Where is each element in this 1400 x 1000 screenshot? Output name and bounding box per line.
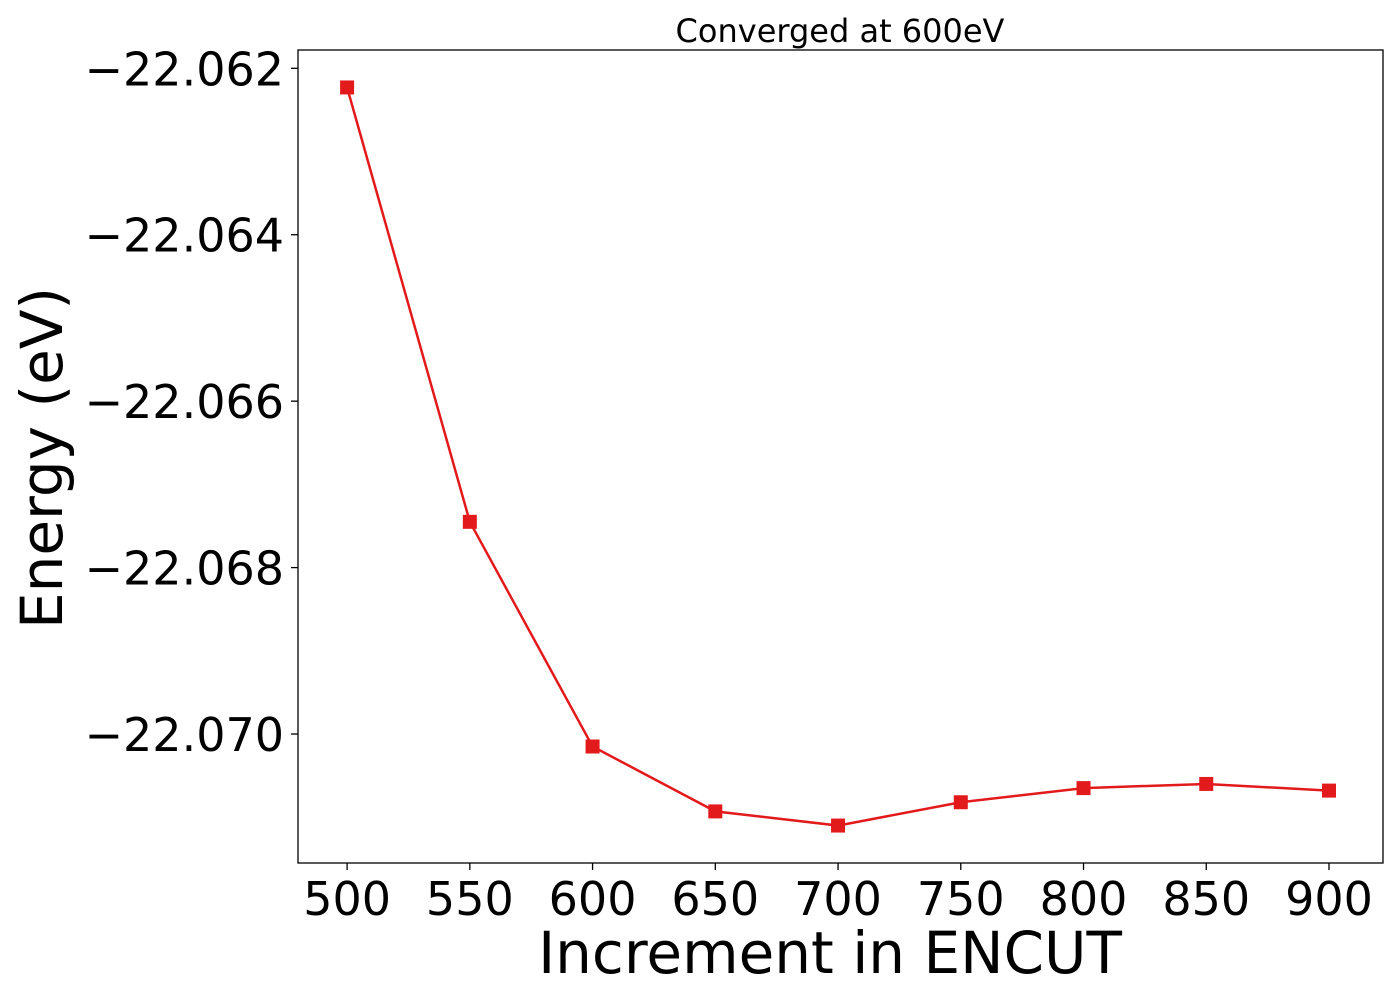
x-tick-label: 750 (917, 872, 1005, 926)
x-tick-label: 850 (1162, 872, 1250, 926)
data-point-550 (462, 514, 477, 529)
y-axis: −22.062 −22.064 −22.066 −22.068 −22.070 (85, 42, 298, 762)
y-tick-label: −22.068 (85, 542, 285, 596)
data-point-600 (585, 739, 600, 754)
y-tick-label: −22.062 (85, 42, 285, 96)
series-points (340, 80, 1336, 833)
x-tick-label: 800 (1040, 872, 1128, 926)
data-point-900 (1321, 783, 1336, 798)
plot-frame (297, 49, 1384, 864)
y-axis-title: Energy (eV) (8, 287, 76, 629)
data-point-500 (340, 80, 355, 95)
y-tick-label: −22.066 (85, 375, 285, 429)
data-point-650 (708, 804, 723, 819)
x-axis: 500 550 600 650 700 750 800 850 900 (303, 863, 1373, 926)
data-point-700 (831, 818, 846, 833)
data-point-800 (1076, 781, 1091, 796)
series-line (345, 87, 1330, 827)
chart-title: Converged at 600eV (676, 12, 1005, 50)
data-point-850 (1199, 776, 1214, 791)
x-tick-label: 500 (303, 872, 391, 926)
x-tick-label: 650 (671, 872, 759, 926)
x-tick-label: 900 (1285, 872, 1373, 926)
x-tick-label: 550 (426, 872, 514, 926)
y-tick-label: −22.064 (85, 209, 285, 263)
y-tick-label: −22.070 (85, 708, 285, 762)
x-axis-title: Increment in ENCUT (538, 919, 1122, 987)
data-point-750 (953, 795, 968, 810)
x-tick-label: 600 (549, 872, 637, 926)
x-tick-label: 700 (794, 872, 882, 926)
